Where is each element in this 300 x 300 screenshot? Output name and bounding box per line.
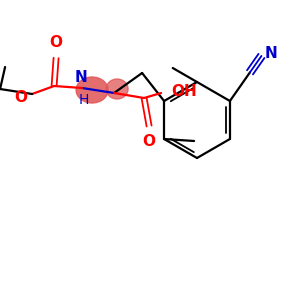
Text: N: N xyxy=(265,46,277,62)
Ellipse shape xyxy=(106,79,128,99)
Text: O: O xyxy=(50,35,63,50)
Text: N: N xyxy=(75,70,88,85)
Text: O: O xyxy=(142,134,156,149)
Ellipse shape xyxy=(76,77,108,103)
Text: H: H xyxy=(79,93,89,107)
Text: OH: OH xyxy=(171,83,197,98)
Text: O: O xyxy=(14,89,27,104)
